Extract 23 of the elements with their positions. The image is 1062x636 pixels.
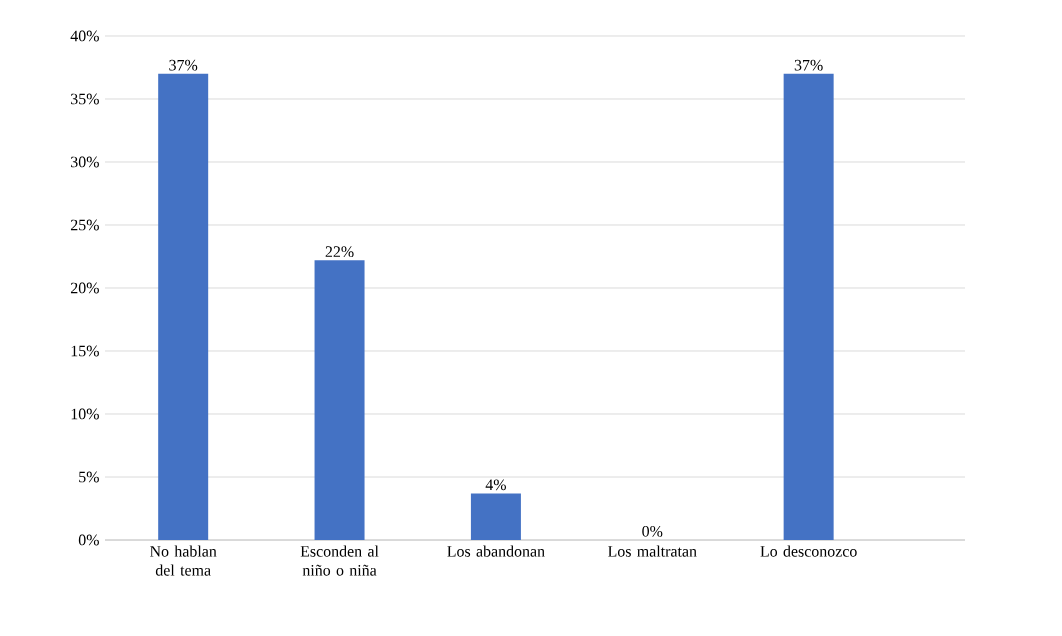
y-tick-label: 10% [71, 408, 99, 420]
x-tick-label: Los maltratan [608, 545, 697, 557]
data-label: 0% [642, 526, 663, 537]
data-label: 37% [794, 59, 823, 71]
y-tick-label: 40% [70, 30, 99, 42]
data-label: 4% [485, 479, 506, 491]
y-tick-label: 0% [78, 534, 99, 546]
bar [783, 73, 834, 540]
bar [314, 260, 365, 540]
bar [470, 493, 521, 540]
x-tick-label: Esconden al niño o niña [300, 545, 379, 576]
x-tick-label: Los abandonan [447, 545, 545, 557]
y-tick-label: 5% [79, 471, 99, 483]
data-label: 22% [325, 246, 354, 258]
y-tick-label: 25% [70, 219, 99, 231]
x-tick-label: No hablan del tema [149, 545, 217, 576]
y-tick-label: 30% [71, 156, 99, 168]
y-tick-label: 35% [71, 93, 99, 105]
bar [158, 73, 209, 540]
y-tick-label: 15% [71, 345, 99, 357]
data-label: 37% [169, 59, 198, 71]
x-tick-label: Lo desconozco [760, 545, 857, 557]
y-tick-label: 20% [70, 282, 99, 294]
